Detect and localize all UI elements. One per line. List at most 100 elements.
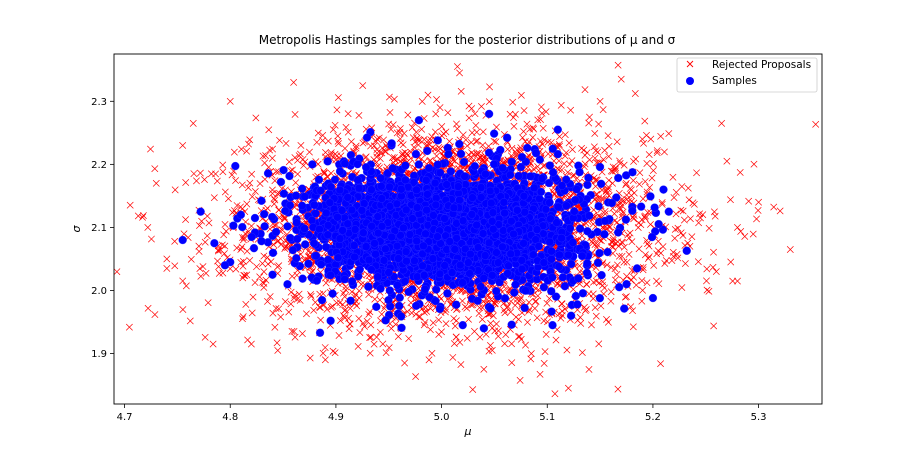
rejected-proposal-point — [607, 264, 615, 271]
rejected-proposal-point — [435, 316, 443, 324]
rejected-proposal-point — [537, 137, 545, 145]
rejected-proposal-point — [237, 245, 245, 253]
rejected-proposal-point — [544, 138, 552, 146]
rejected-proposal-point — [668, 257, 676, 264]
rejected-proposal-point — [727, 258, 735, 266]
rejected-proposal-point — [282, 140, 290, 147]
rejected-proposal-point — [309, 267, 316, 275]
rejected-proposal-point — [322, 148, 329, 156]
rejected-proposal-point — [812, 120, 820, 128]
rejected-proposal-point — [297, 142, 305, 149]
rejected-proposal-point — [680, 216, 688, 224]
rejected-proposal-point — [307, 291, 315, 299]
rejected-proposal-point — [239, 274, 247, 282]
rejected-proposal-point — [681, 260, 689, 267]
rejected-proposal-point — [534, 292, 542, 300]
rejected-proposal-point — [171, 186, 179, 194]
rejected-proposal-point — [741, 232, 749, 240]
rejected-proposal-point — [320, 167, 328, 175]
rejected-proposal-point — [251, 279, 259, 287]
rejected-proposal-point — [558, 312, 566, 319]
rejected-proposal-point — [578, 349, 586, 356]
rejected-proposal-point — [400, 130, 408, 137]
rejected-proposal-point — [509, 98, 517, 106]
rejected-proposal-point — [246, 179, 254, 187]
rejected-proposal-point — [644, 255, 652, 262]
rejected-proposal-point — [641, 117, 649, 125]
rejected-proposal-point — [592, 312, 600, 320]
rejected-proposal-point — [703, 265, 711, 273]
rejected-proposal-point — [709, 263, 717, 271]
rejected-proposal-point — [463, 334, 471, 342]
rejected-proposal-point — [224, 195, 232, 203]
rejected-proposal-point — [563, 346, 571, 354]
rejected-proposal-point — [622, 181, 630, 189]
rejected-proposal-point — [245, 140, 252, 148]
rejected-proposal-point — [490, 137, 498, 145]
rejected-proposal-point — [568, 146, 576, 153]
rejected-proposal-point — [658, 199, 666, 207]
rejected-proposal-point — [239, 234, 246, 242]
rejected-proposal-point — [629, 323, 637, 331]
rejected-proposal-point — [727, 196, 734, 204]
rejected-proposal-point — [476, 333, 484, 341]
rejected-proposal-point — [541, 348, 549, 356]
rejected-proposal-point — [678, 284, 686, 292]
rejected-proposal-point — [595, 120, 603, 128]
rejected-proposal-point — [638, 277, 646, 285]
rejected-proposal-point — [534, 116, 542, 124]
rejected-proposal-point — [294, 170, 302, 178]
sample-point — [231, 161, 240, 171]
rejected-proposal-point — [293, 296, 301, 303]
rejected-proposal-point — [696, 210, 704, 218]
rejected-proposal-point — [248, 193, 256, 201]
rejected-proposal-point — [672, 188, 680, 196]
rejected-proposal-point — [511, 110, 519, 118]
rejected-proposal-point — [749, 230, 757, 238]
rejected-proposal-point — [324, 137, 332, 145]
rejected-proposal-point — [424, 137, 432, 145]
rejected-proposal-point — [627, 303, 635, 311]
rejected-proposal-point — [272, 304, 280, 312]
rejected-proposal-point — [612, 240, 619, 248]
rejected-proposal-point — [703, 286, 711, 294]
rejected-proposal-point — [486, 342, 494, 349]
rejected-proposal-point — [342, 123, 350, 131]
rejected-proposal-point — [243, 147, 251, 155]
rejected-proposal-point — [622, 293, 630, 301]
rejected-proposal-point — [629, 307, 637, 315]
rejected-proposal-point — [315, 303, 323, 311]
rejected-proposal-point — [523, 120, 531, 128]
rejected-proposal-point — [729, 277, 737, 285]
rejected-proposal-point — [542, 308, 550, 316]
rejected-proposal-point — [408, 124, 416, 131]
rejected-proposal-point — [436, 104, 444, 111]
rejected-proposal-point — [387, 125, 395, 133]
sample-point — [279, 165, 288, 175]
rejected-proposal-point — [233, 244, 241, 252]
rejected-proposal-point — [331, 349, 339, 357]
rejected-proposal-point — [674, 224, 682, 232]
chart-title: Metropolis Hastings samples for the post… — [259, 33, 676, 47]
rejected-proposal-point — [249, 293, 257, 301]
rejected-proposal-point — [355, 111, 363, 119]
rejected-proposal-point — [335, 140, 342, 148]
rejected-proposal-point — [614, 61, 622, 69]
rejected-proposal-point — [365, 310, 373, 318]
rejected-proposal-point — [471, 110, 479, 118]
rejected-proposal-point — [288, 327, 296, 335]
rejected-proposal-point — [294, 156, 302, 164]
rejected-proposal-point — [248, 222, 255, 230]
rejected-proposal-point — [629, 213, 637, 221]
rejected-proposal-point — [195, 242, 203, 250]
rejected-proposal-point — [644, 209, 652, 216]
rejected-proposal-point — [673, 250, 681, 258]
sample-point — [547, 307, 556, 316]
rejected-proposal-point — [620, 161, 628, 169]
rejected-proposal-point — [705, 224, 713, 232]
rejected-proposal-point — [420, 321, 428, 329]
rejected-proposal-point — [288, 272, 296, 280]
rejected-proposal-point — [268, 186, 276, 194]
rejected-proposal-point — [190, 170, 198, 178]
rejected-proposal-point — [491, 327, 499, 335]
